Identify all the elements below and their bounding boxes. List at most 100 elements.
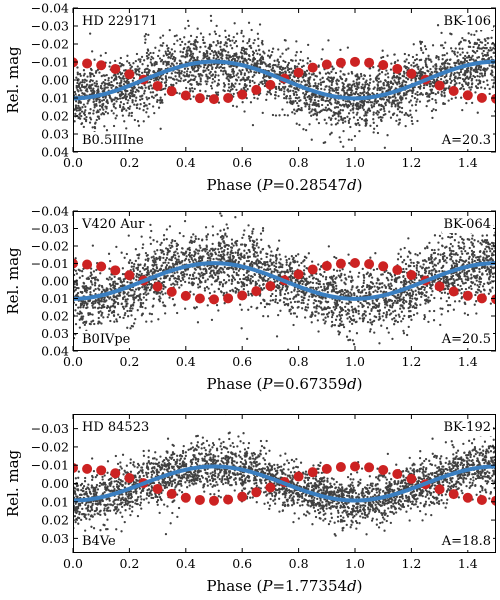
spectral-type-label-background [80,132,147,149]
star-name-label-text: HD 229171 [82,14,158,29]
x-axis-label-prefix: Phase ( [206,577,262,595]
binned-point [265,281,276,292]
y-tick-label: 0.01 [41,494,69,509]
plot-area [73,12,496,152]
x-axis-label-value: =0.28547 [272,176,347,194]
binned-point [82,259,93,270]
survey-id-label: BK-192 [441,419,493,436]
x-tick-label: 1.2 [401,556,421,571]
y-tick-label: −0.04 [31,204,69,219]
binned-point [152,281,163,292]
binned-point [223,93,234,103]
binned-point [448,85,459,96]
binned-point [223,494,234,505]
binned-point [96,60,107,71]
y-tick-label: −0.02 [31,439,69,454]
y-tick-label: 0.04 [41,145,69,160]
binned-point [265,482,276,493]
binned-point [462,492,473,503]
binned-point [293,269,304,280]
y-axis-label: Rel. mag [4,247,22,315]
binned-point [350,257,360,268]
binned-point [321,59,332,70]
binned-point [237,89,248,100]
y-tick-label: 0.01 [41,91,69,106]
binned-point [335,258,346,269]
y-tick-label: 0.02 [41,109,69,124]
amplitude-label-text: A=20.3 [441,133,491,148]
x-axis-label-prefix: Phase ( [206,176,262,194]
survey-id-label-text: BK-106 [443,14,491,29]
amplitude-label: A=20.5 [438,331,493,348]
binned-point [96,261,107,272]
x-axis-label-value: =0.67359 [272,375,347,393]
x-axis-label-suffix: ) [357,176,363,194]
x-tick-label: 0.8 [289,354,309,369]
x-axis: 0.0 0.2 0.4 0.6 0.8 1.0 1.2 1.4 [63,8,478,170]
x-axis: 0.0 0.2 0.4 0.6 0.8 1.0 1.2 1.4 [63,414,478,571]
x-axis-label-unit: d [347,577,357,595]
binned-point [448,286,459,297]
fit-curve [73,464,496,503]
spectral-type-label: B0IVpe [80,331,133,348]
x-tick-label: 1.2 [401,155,421,170]
x-tick-label: 0.6 [232,354,252,369]
star-name-label-text: V420 Aur [81,217,145,232]
spectral-type-label-text: B4Ve [82,534,116,549]
x-tick-label: 1.2 [401,354,421,369]
binned-point [335,57,346,68]
x-tick-label: 1.0 [345,556,365,571]
y-axis: −0.03 −0.02 −0.01 0.00 0.01 0.02 0.03 [31,421,496,546]
x-axis-label-var: P [261,176,273,194]
binned-point [350,461,360,472]
x-tick-label: 0.4 [176,155,196,170]
star-name-label-text: HD 84523 [82,420,149,435]
binned-point [406,473,417,484]
fit-curve [73,261,496,301]
binned-point [406,270,417,281]
y-tick-label: −0.01 [31,458,69,473]
spectral-type-label-text: B0.5IIIne [82,133,144,148]
fit-curve [73,59,496,101]
binned-point [321,260,332,271]
spectral-type-label: B4Ve [80,533,119,550]
amplitude-label-background [438,132,493,149]
y-tick-label: 0.02 [41,513,69,528]
y-tick-label: 0.01 [41,291,69,306]
x-axis-label-suffix: ) [357,375,363,393]
binned-point [293,67,304,78]
x-tick-label: 0.0 [63,155,83,170]
y-tick-label: 0.00 [41,73,69,88]
x-tick-label: 0.8 [289,155,309,170]
x-tick-label: 0.6 [232,556,252,571]
spectral-type-label-text: B0IVpe [82,332,131,347]
binned-point [251,487,262,498]
survey-id-label-background [441,419,493,436]
binned-point [392,264,403,275]
data-points [73,414,496,545]
x-tick-label: 0.2 [119,155,139,170]
binned-point [321,463,332,474]
x-tick-label: 0.2 [119,354,139,369]
y-tick-label: 0.00 [41,476,69,491]
x-tick-label: 0.0 [63,354,83,369]
survey-id-label-text: BK-064 [443,217,491,232]
x-tick-label: 0.0 [63,556,83,571]
spectral-type-label-background [80,533,119,550]
binned-point [434,80,445,91]
binned-point [194,93,205,104]
binned-point [307,264,318,275]
x-tick-label: 0.4 [176,354,196,369]
x-axis-label: Phase (P=1.77354d) [206,577,362,595]
y-tick-label: 0.03 [41,127,69,142]
binned-point [110,468,121,479]
x-tick-label: 0.8 [289,556,309,571]
binned-point [152,483,163,494]
star-name-label-background [79,216,148,233]
binned-point [124,270,135,281]
x-tick-label: 0.4 [176,556,196,571]
binned-point [378,60,389,71]
binned-point [364,259,375,270]
binned-point [392,63,403,74]
y-tick-label: 0.03 [41,531,69,546]
